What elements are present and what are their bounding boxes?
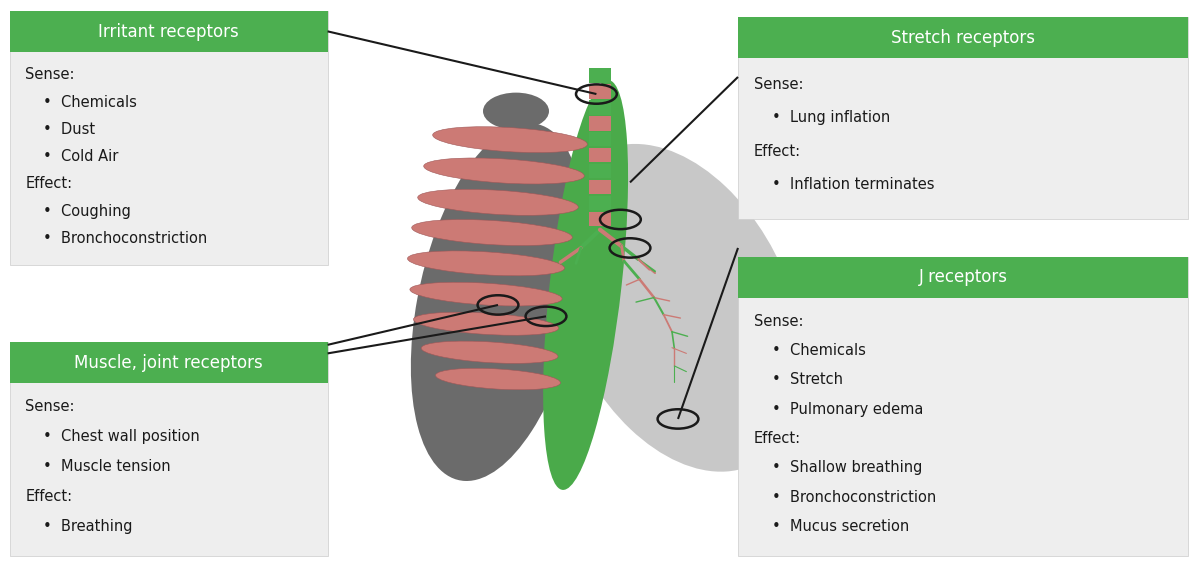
Text: •  Coughing: • Coughing bbox=[43, 203, 131, 219]
Bar bbox=[589, 212, 611, 226]
Text: Sense:: Sense: bbox=[25, 400, 74, 414]
Bar bbox=[589, 196, 611, 210]
Ellipse shape bbox=[410, 282, 562, 306]
Text: •  Shallow breathing: • Shallow breathing bbox=[772, 461, 922, 475]
Text: J receptors: J receptors bbox=[918, 268, 1008, 286]
Bar bbox=[589, 84, 611, 99]
Text: •  Muscle tension: • Muscle tension bbox=[43, 459, 170, 474]
Ellipse shape bbox=[433, 127, 587, 153]
Ellipse shape bbox=[410, 123, 586, 481]
Text: •  Lung inflation: • Lung inflation bbox=[772, 110, 890, 125]
Text: Sense:: Sense: bbox=[754, 76, 803, 92]
Text: Effect:: Effect: bbox=[25, 177, 72, 192]
Bar bbox=[589, 148, 611, 162]
Text: Sense:: Sense: bbox=[25, 67, 74, 83]
Text: •  Chemicals: • Chemicals bbox=[43, 95, 137, 109]
FancyBboxPatch shape bbox=[10, 11, 328, 52]
Text: •  Chest wall position: • Chest wall position bbox=[43, 429, 200, 444]
FancyBboxPatch shape bbox=[10, 11, 328, 265]
Text: •  Dust: • Dust bbox=[43, 122, 95, 137]
FancyBboxPatch shape bbox=[738, 17, 1188, 219]
Ellipse shape bbox=[412, 219, 572, 246]
Text: •  Breathing: • Breathing bbox=[43, 519, 133, 534]
Text: •  Cold Air: • Cold Air bbox=[43, 149, 119, 164]
Text: Muscle, joint receptors: Muscle, joint receptors bbox=[74, 353, 263, 372]
Bar bbox=[589, 164, 611, 178]
Text: •  Stretch: • Stretch bbox=[772, 372, 842, 388]
Text: •  Chemicals: • Chemicals bbox=[772, 343, 865, 358]
Ellipse shape bbox=[482, 92, 550, 129]
FancyBboxPatch shape bbox=[738, 17, 1188, 58]
Ellipse shape bbox=[436, 368, 560, 390]
Text: Stretch receptors: Stretch receptors bbox=[890, 28, 1034, 47]
Text: Effect:: Effect: bbox=[25, 488, 72, 504]
Bar bbox=[589, 132, 611, 146]
Ellipse shape bbox=[552, 144, 804, 471]
Text: •  Bronchoconstriction: • Bronchoconstriction bbox=[43, 231, 208, 246]
Ellipse shape bbox=[408, 251, 564, 276]
Text: Sense:: Sense: bbox=[754, 314, 803, 329]
FancyBboxPatch shape bbox=[738, 256, 1188, 556]
Text: Irritant receptors: Irritant receptors bbox=[98, 23, 239, 41]
FancyBboxPatch shape bbox=[738, 256, 1188, 298]
FancyBboxPatch shape bbox=[10, 342, 328, 383]
Text: Effect:: Effect: bbox=[754, 144, 800, 159]
Text: Effect:: Effect: bbox=[754, 431, 800, 446]
Text: •  Pulmonary edema: • Pulmonary edema bbox=[772, 402, 923, 417]
Bar bbox=[589, 116, 611, 131]
FancyBboxPatch shape bbox=[10, 342, 328, 556]
Ellipse shape bbox=[544, 80, 628, 490]
Bar bbox=[589, 68, 611, 83]
Bar bbox=[589, 180, 611, 194]
Ellipse shape bbox=[421, 341, 558, 364]
Bar bbox=[589, 100, 611, 115]
Text: •  Inflation terminates: • Inflation terminates bbox=[772, 177, 934, 193]
Text: •  Bronchoconstriction: • Bronchoconstriction bbox=[772, 490, 936, 504]
Ellipse shape bbox=[424, 158, 584, 184]
Ellipse shape bbox=[418, 189, 578, 215]
Ellipse shape bbox=[414, 312, 558, 335]
Text: •  Mucus secretion: • Mucus secretion bbox=[772, 519, 908, 534]
